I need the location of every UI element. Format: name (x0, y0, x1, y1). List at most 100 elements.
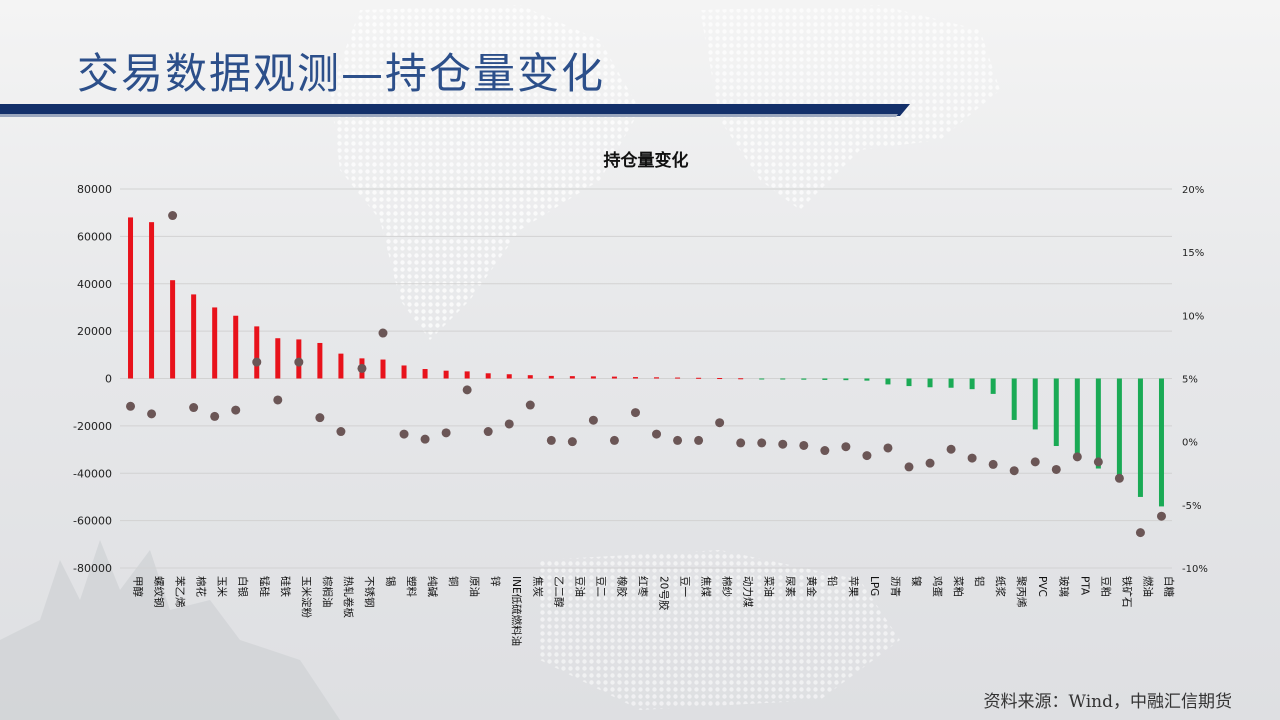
bar (717, 378, 723, 380)
bar (927, 378, 933, 388)
x-tick-label: 棕榈油 (321, 576, 334, 608)
scatter-point (588, 415, 598, 425)
y-tick-label: 80000 (77, 183, 112, 196)
x-tick-label: INE低硫燃料油 (510, 576, 523, 646)
bar (738, 378, 744, 380)
scatter-point (315, 413, 325, 423)
scatter-point (168, 211, 178, 221)
scatter-point (567, 437, 577, 447)
title-underline-bar (0, 104, 910, 117)
scatter-point (1030, 457, 1040, 467)
bar (548, 375, 554, 379)
scatter-point (673, 435, 683, 445)
bar (1158, 378, 1164, 507)
bar (822, 378, 828, 380)
x-tick-label: 尿素 (784, 576, 797, 597)
x-tick-label: 焦炭 (531, 576, 544, 597)
x-tick-label: 豆二 (594, 576, 606, 597)
x-tick-label: 菜粕 (952, 576, 965, 597)
scatter-point (757, 438, 767, 448)
bar (675, 377, 681, 379)
page-title: 交易数据观测—持仓量变化 (77, 49, 606, 98)
chart-title: 持仓量变化 (604, 150, 689, 171)
x-tick-label: 黄金 (805, 576, 818, 597)
y-tick-label: -60000 (73, 515, 112, 528)
x-tick-label: 铁矿石 (1120, 576, 1133, 608)
x-tick-label: 棉花 (195, 576, 208, 597)
x-tick-label: 不锈钢 (363, 576, 376, 608)
x-tick-label: 玉米淀粉 (300, 576, 313, 618)
x-tick-label: 纸浆 (994, 576, 1007, 597)
bar (1032, 378, 1038, 430)
scatter-point (231, 405, 241, 415)
bar (338, 353, 344, 379)
bar (233, 315, 239, 379)
scatter-point (546, 435, 556, 445)
scatter-point (799, 440, 809, 450)
bar (212, 307, 218, 379)
bar (1095, 378, 1101, 469)
x-tick-label: PTA (1078, 576, 1090, 596)
x-tick-label: 锡 (384, 576, 397, 587)
scatter-point (399, 429, 409, 439)
x-tick-label: 动力煤 (742, 576, 755, 608)
scatter-point (294, 357, 304, 367)
bar (654, 377, 660, 379)
source-note: 资料来源：Wind，中融汇信期货 (983, 692, 1232, 712)
scatter-point (1093, 457, 1103, 467)
x-tick-label: 镍 (910, 576, 923, 587)
scatter-point (925, 458, 935, 468)
bar (759, 378, 765, 380)
x-tick-label: 玻璃 (1057, 576, 1070, 597)
scatter-point (273, 395, 283, 405)
bar (1011, 378, 1017, 420)
scatter-point (147, 409, 157, 419)
scatter-point (1114, 473, 1124, 483)
scatter-point (862, 451, 872, 461)
y-tick-label: -80000 (73, 562, 112, 575)
scatter-point (504, 419, 514, 429)
y-tick-label: 20000 (77, 325, 112, 338)
x-tick-label: 锌 (489, 576, 502, 587)
bar (590, 376, 596, 379)
scatter-point (483, 427, 493, 437)
x-tick-label: 锰硅 (258, 576, 271, 597)
x-tick-label: 白银 (237, 576, 250, 598)
bar (864, 378, 870, 381)
y2-tick-label: 5% (1182, 375, 1198, 386)
x-tick-label: 豆一 (679, 576, 691, 597)
bar (632, 377, 638, 379)
x-tick-label: 原油 (468, 576, 481, 597)
scatter-point (630, 408, 640, 418)
x-tick-label: 铝 (973, 576, 986, 587)
bar (969, 378, 975, 390)
scatter-point (462, 385, 472, 395)
y-tick-label: 40000 (77, 278, 112, 291)
x-tick-label: 白糖 (1162, 576, 1175, 598)
bar (191, 294, 197, 379)
y-tick-label: -40000 (73, 467, 112, 480)
scatter-point (820, 446, 830, 456)
scatter-point (210, 411, 220, 421)
x-tick-label: 玉米 (216, 576, 229, 597)
x-tick-label: 纯碱 (426, 576, 439, 598)
x-tick-label: 甲醇 (132, 576, 145, 597)
bar (506, 374, 512, 379)
scatter-point (189, 403, 199, 413)
bar (380, 359, 386, 379)
scatter-point (841, 442, 851, 452)
scatter-point (694, 435, 704, 445)
x-tick-label: 焦煤 (700, 576, 713, 597)
bar (254, 326, 260, 379)
x-tick-label: PVC (1036, 576, 1048, 597)
x-tick-label: 红枣 (636, 576, 649, 597)
bar (1074, 378, 1080, 455)
scatter-point (1009, 466, 1019, 476)
scatter-point (1051, 464, 1061, 474)
bar (527, 375, 533, 379)
x-tick-label: 豆粕 (1099, 576, 1112, 597)
scatter-point (609, 435, 619, 445)
x-tick-label: 铅 (826, 576, 839, 587)
